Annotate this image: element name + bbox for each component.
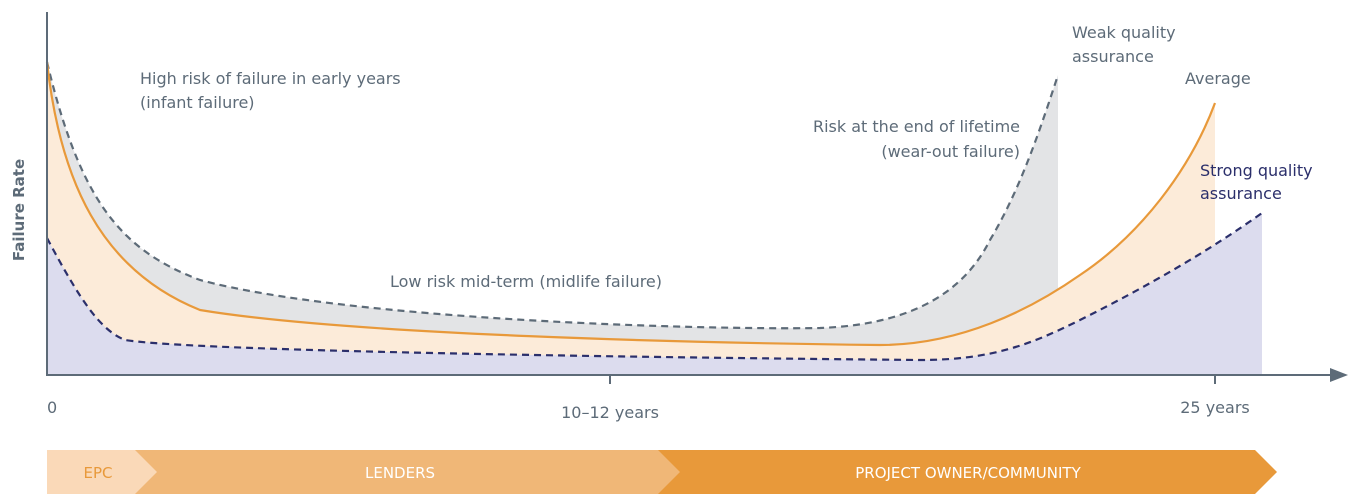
x-axis-arrow xyxy=(1330,368,1348,382)
curve-label: assurance xyxy=(1200,184,1282,203)
phase-chevron xyxy=(47,450,157,494)
weak-curve xyxy=(45,61,1060,330)
phase-chevron xyxy=(120,450,680,494)
x-label: 0 xyxy=(47,398,57,417)
phase-label: LENDERS xyxy=(365,464,435,482)
annotation: (infant failure) xyxy=(140,93,255,112)
x-label: 10–12 years xyxy=(561,403,659,422)
annotation: Low risk mid-term (midlife failure) xyxy=(390,272,662,291)
strong-curve xyxy=(46,212,1263,362)
curve-label: assurance xyxy=(1072,47,1154,66)
curve-label: Average xyxy=(1185,69,1251,88)
average-curve xyxy=(45,61,1217,347)
annotation: (wear-out failure) xyxy=(881,142,1020,161)
phase-chevron xyxy=(640,450,1277,494)
y-axis-label: Failure Rate xyxy=(10,159,28,261)
phase-label: EPC xyxy=(84,464,113,482)
curve-label: Weak quality xyxy=(1072,23,1176,42)
annotation: High risk of failure in early years xyxy=(140,69,401,88)
curve-label: Strong quality xyxy=(1200,161,1313,180)
phase-label: PROJECT OWNER/COMMUNITY xyxy=(855,464,1081,482)
x-label: 25 years xyxy=(1180,398,1249,417)
strong-area xyxy=(47,213,1262,375)
annotation: Risk at the end of lifetime xyxy=(813,117,1020,136)
